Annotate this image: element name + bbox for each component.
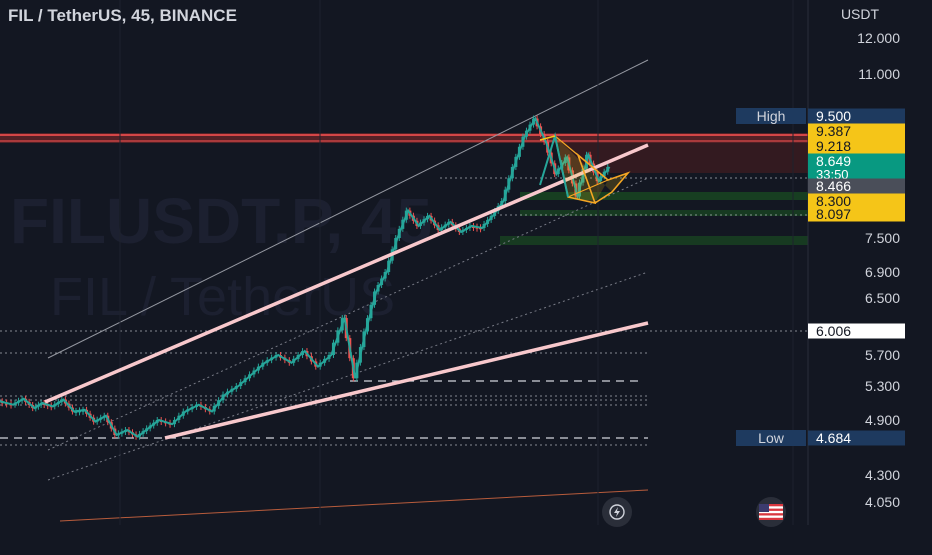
harmonic-pattern-2 xyxy=(554,135,610,198)
flag-canton xyxy=(759,504,769,512)
price-path xyxy=(0,116,611,438)
channel-top-line xyxy=(47,59,649,359)
y-axis-ticks: 12.000 11.000 7.500 6.900 6.500 5.700 5.300 4.9… xyxy=(857,30,900,510)
support-zone-1 xyxy=(520,192,808,200)
support-zone-2 xyxy=(520,210,808,216)
price-axis-bg xyxy=(808,0,932,550)
price-label-text: 4.684 xyxy=(816,430,851,446)
price-label-text: 9.218 xyxy=(816,138,851,154)
lightning-icon-circle xyxy=(609,504,625,520)
upper-trend-line[interactable] xyxy=(44,143,649,404)
chart-title: FIL / TetherUS, 45, BINANCE xyxy=(8,6,237,25)
y-tick-label: 11.000 xyxy=(858,66,900,82)
y-tick-label: 6.500 xyxy=(865,290,900,306)
y-tick-label: 6.900 xyxy=(865,264,900,280)
resistance-zone xyxy=(0,133,808,143)
price-label xyxy=(808,178,905,194)
flag-stripe xyxy=(759,517,783,520)
price-label-tag xyxy=(736,430,806,446)
flag-button[interactable] xyxy=(756,497,786,527)
replay-button[interactable] xyxy=(602,497,632,527)
price-label xyxy=(808,153,905,182)
currency-label: USDT xyxy=(841,6,880,22)
price-label xyxy=(808,430,905,446)
y-tick-label: 12.000 xyxy=(857,30,900,46)
price-label-tag xyxy=(736,108,806,124)
y-tick-label: 4.050 xyxy=(865,494,900,510)
price-label-text: 8.466 xyxy=(816,178,851,194)
us-flag-icon xyxy=(759,504,783,520)
price-label-text: 8.300 xyxy=(816,193,851,209)
price-label xyxy=(808,123,905,139)
price-label xyxy=(808,108,905,124)
time-axis-bg xyxy=(0,525,808,550)
price-labels: High 9.5009.3879.2188.64933:508.4668.3008… xyxy=(736,108,905,446)
y-tick-label: 4.300 xyxy=(865,467,900,483)
flag-stripe xyxy=(759,508,783,511)
price-label-text: 8.097 xyxy=(816,206,851,222)
harmonic-pattern-fill xyxy=(555,136,628,203)
channel-mid-line-2 xyxy=(47,271,649,481)
y-tick-label: 4.900 xyxy=(865,412,900,428)
price-label xyxy=(808,206,905,222)
y-tick-label: 5.300 xyxy=(865,378,900,394)
level-lines xyxy=(0,177,808,446)
resistance-zone-2 xyxy=(560,143,808,173)
support-zone-3 xyxy=(500,236,808,245)
price-label-tag-text: Low xyxy=(758,430,785,446)
price-label-text: 6.006 xyxy=(816,323,851,339)
lightning-icon-bolt xyxy=(614,507,620,517)
y-tick-label: 5.700 xyxy=(865,347,900,363)
channel-bottom-line xyxy=(59,489,649,522)
price-label-countdown: 33:50 xyxy=(816,167,849,182)
price-label-text: 8.649 xyxy=(816,153,851,169)
price-label-text: 9.387 xyxy=(816,123,851,139)
watermark-symbol: FILUSDT.P, 45 xyxy=(10,185,432,257)
price-label xyxy=(808,138,905,154)
price-label-tag-text: High xyxy=(757,108,786,124)
flag-stripe xyxy=(759,504,783,507)
price-label-text: 9.500 xyxy=(816,108,851,124)
flag-stripe xyxy=(759,513,783,516)
price-label xyxy=(808,193,905,209)
price-label xyxy=(808,323,905,339)
lightning-icon xyxy=(609,504,625,520)
annotation-arrow xyxy=(539,135,556,141)
lower-trend-line[interactable] xyxy=(164,321,649,440)
y-tick-label: 7.500 xyxy=(865,230,900,246)
